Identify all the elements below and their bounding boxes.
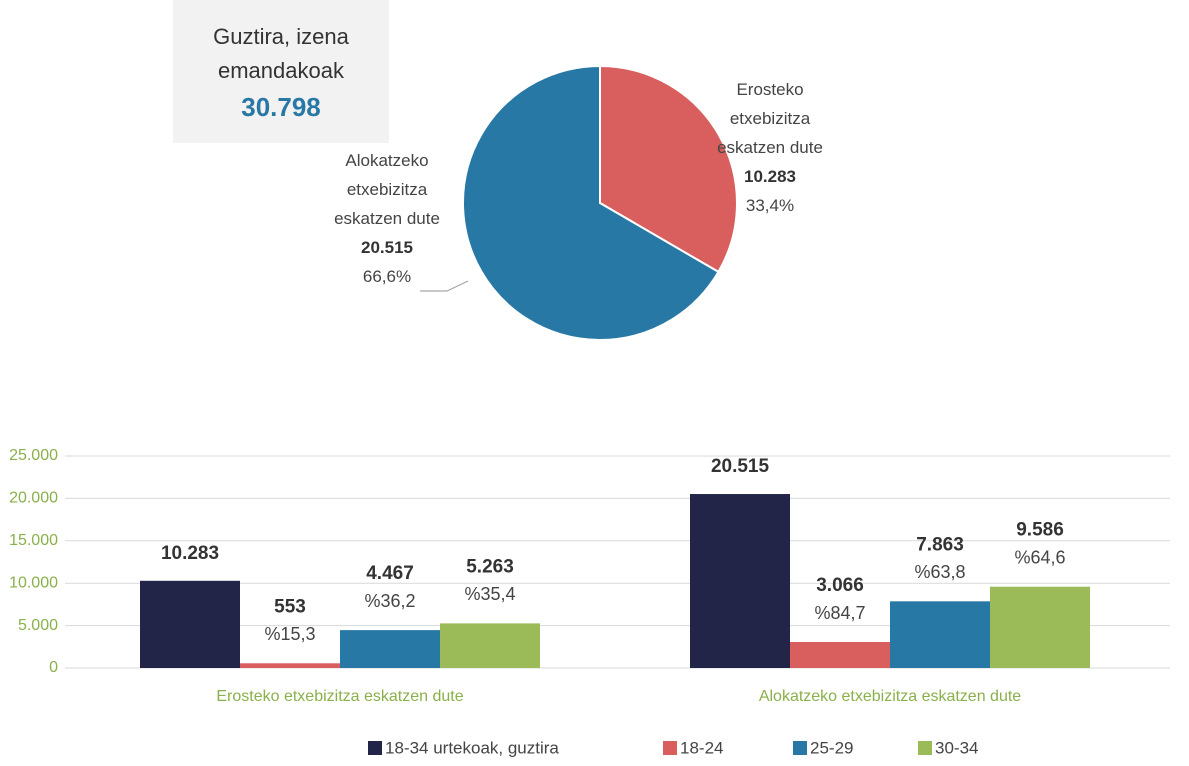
slice-label: Alokatzeko etxebizitza eskatzen dute 20.5… [332, 146, 442, 291]
y-tick-label: 20.000 [9, 490, 58, 507]
bar [790, 642, 890, 668]
y-tick-label: 0 [49, 659, 58, 676]
bar-value-label: 7.863 [916, 534, 964, 555]
slice-percent: 66,6% [362, 267, 412, 286]
bar [440, 623, 540, 668]
legend-label: 18-24 [680, 738, 723, 757]
total-value: 30.798 [241, 92, 321, 122]
bar [890, 601, 990, 668]
bar-value-label: 9.586 [1016, 520, 1064, 541]
bar [690, 494, 790, 668]
bar [240, 663, 340, 668]
total-title: Guztira, izena emandakoak [213, 24, 349, 83]
leader-line [420, 280, 469, 292]
bar-percent-label: %63,8 [914, 562, 965, 582]
slice-name: Alokatzeko etxebizitza eskatzen dute [334, 151, 440, 228]
y-tick-label: 5.000 [18, 617, 58, 634]
bar-value-label: 3.066 [816, 575, 864, 596]
pie-slice [599, 64, 738, 274]
slice-value: 10.283 [744, 167, 796, 186]
bar [140, 580, 240, 668]
legend-label: 18-34 urtekoak, guztira [385, 738, 559, 757]
bar-value-label: 4.467 [366, 563, 414, 584]
legend-label: 25-29 [810, 738, 853, 757]
bar-percent-label: %36,2 [364, 591, 415, 611]
bar-value-label: 5.263 [466, 556, 514, 577]
slice-label: Erosteko etxebizitza eskatzen dute 10.283… [715, 75, 825, 220]
bar [990, 586, 1090, 668]
total-box: Guztira, izena emandakoak 30.798 [173, 0, 389, 143]
legend-swatch [368, 741, 382, 755]
bar [340, 630, 440, 668]
slice-name: Erosteko etxebizitza eskatzen dute [717, 80, 823, 157]
bar-percent-label: %64,6 [1014, 547, 1065, 567]
bar-percent-label: %15,3 [264, 624, 315, 644]
y-tick-label: 15.000 [9, 532, 58, 549]
slice-value: 20.515 [361, 238, 413, 257]
legend-swatch [918, 741, 932, 755]
legend-swatch [793, 741, 807, 755]
y-tick-label: 10.000 [9, 574, 58, 591]
slice-percent: 33,4% [745, 196, 795, 215]
pie-slice [462, 64, 720, 341]
bar-value-label: 553 [274, 596, 306, 617]
bar-value-label: 10.283 [161, 543, 219, 564]
bar-value-label: 20.515 [711, 456, 770, 477]
x-tick-label: Erosteko etxebizitza eskatzen dute [216, 688, 463, 705]
bar-percent-label: %35,4 [464, 584, 515, 604]
x-tick-label: Alokatzeko etxebizitza eskatzen dute [759, 688, 1021, 705]
y-tick-label: 25.000 [9, 447, 58, 464]
legend-label: 30-34 [935, 738, 978, 757]
bar-percent-label: %84,7 [814, 603, 865, 623]
legend-swatch [663, 741, 677, 755]
